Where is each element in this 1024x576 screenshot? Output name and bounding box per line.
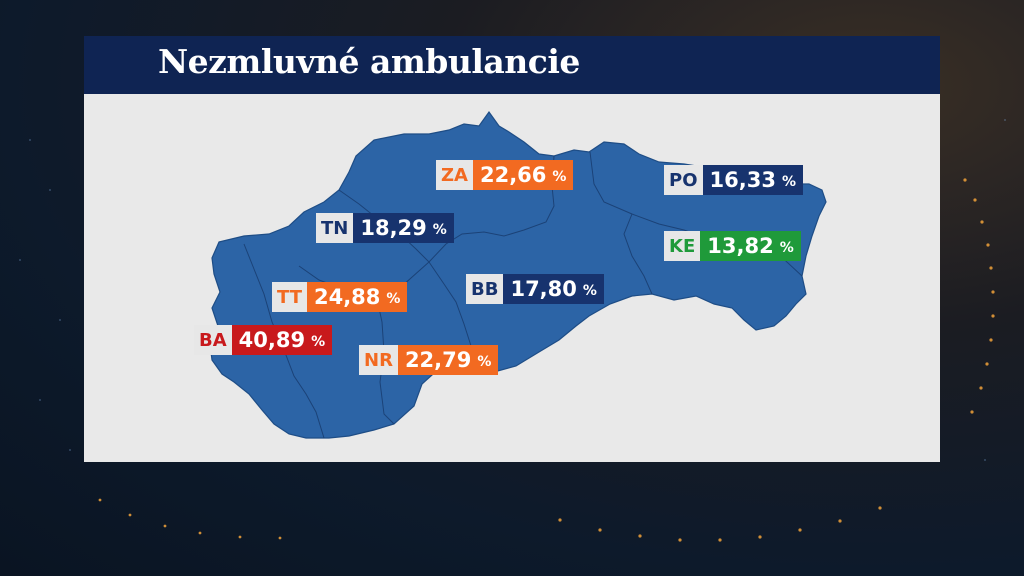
region-value: 17,80 %: [503, 274, 604, 304]
region-value: 24,88 %: [306, 282, 408, 312]
value-unit: %: [582, 282, 597, 299]
value-unit: %: [552, 168, 567, 185]
value-unit: %: [781, 173, 796, 190]
region-code: PO: [664, 165, 703, 195]
region-code: BB: [466, 274, 504, 304]
value-number: 24,88: [313, 285, 381, 309]
value-number: 18,29: [360, 216, 427, 240]
region-label-nr: NR 22,79 %: [359, 345, 499, 375]
value-number: 16,33: [709, 168, 776, 192]
value-unit: %: [779, 239, 794, 256]
region-code: ZA: [436, 160, 473, 190]
value-unit: %: [432, 221, 447, 238]
region-value: 22,79 %: [397, 345, 499, 375]
region-label-tn: TN 18,29 %: [316, 213, 454, 243]
region-value: 18,29 %: [353, 213, 454, 243]
title-bar: Nezmluvné ambulancie: [84, 36, 940, 94]
region-value: 40,89 %: [231, 325, 333, 355]
value-unit: %: [477, 353, 492, 370]
value-number: 22,79: [404, 348, 472, 372]
region-label-za: ZA 22,66 %: [436, 160, 574, 190]
region-code: TN: [316, 213, 354, 243]
region-label-tt: TT 24,88 %: [272, 282, 408, 312]
value-number: 13,82: [707, 234, 774, 258]
value-number: 40,89: [238, 328, 306, 352]
region-code: TT: [272, 282, 307, 312]
region-code: NR: [359, 345, 398, 375]
region-code: KE: [664, 231, 701, 261]
region-label-ba: BA 40,89 %: [194, 325, 333, 355]
region-label-ke: KE 13,82 %: [664, 231, 801, 261]
value-number: 22,66: [479, 163, 547, 187]
page-title: Nezmluvné ambulancie: [158, 42, 580, 81]
region-label-po: PO 16,33 %: [664, 165, 803, 195]
value-unit: %: [311, 333, 326, 350]
region-label-bb: BB 17,80 %: [466, 274, 604, 304]
value-number: 17,80: [510, 277, 577, 301]
value-unit: %: [386, 290, 401, 307]
region-value: 22,66 %: [472, 160, 574, 190]
region-value: 13,82 %: [700, 231, 801, 261]
region-code: BA: [194, 325, 232, 355]
region-value: 16,33 %: [702, 165, 803, 195]
